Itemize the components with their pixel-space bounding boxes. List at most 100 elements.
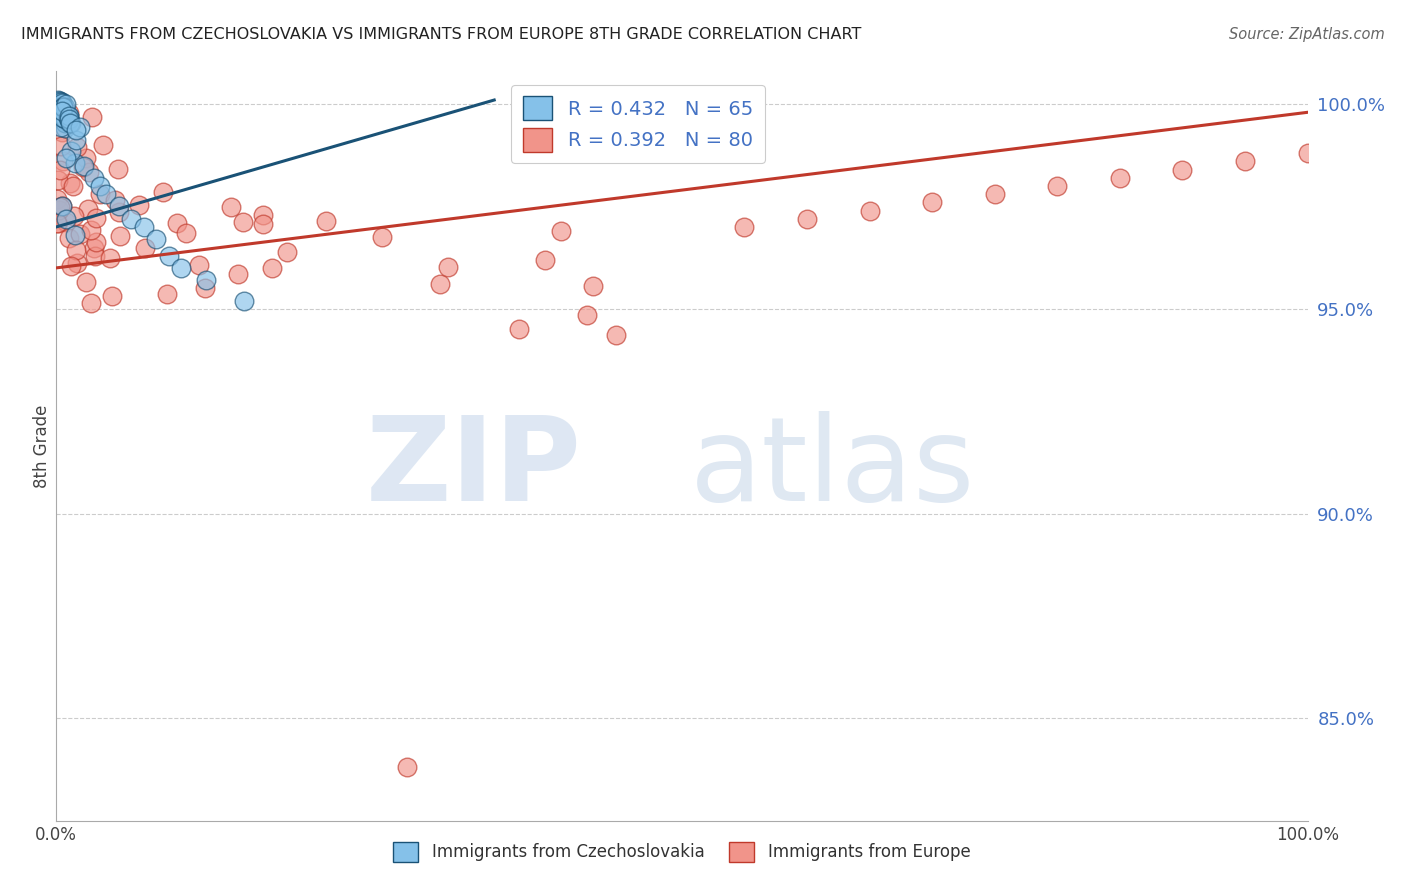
- Point: [52, 100, 75, 114]
- Point: [157, 249, 180, 263]
- Point: [51, 96, 73, 111]
- Point: [89, 187, 111, 202]
- Point: [65, 244, 87, 258]
- Point: [734, 219, 756, 234]
- Point: [48, 104, 70, 119]
- Point: [219, 200, 242, 214]
- Point: [128, 198, 150, 212]
- Point: [226, 267, 249, 281]
- Point: [49, 163, 72, 178]
- Point: [58, 109, 80, 123]
- Point: [195, 273, 218, 287]
- Point: [52, 111, 75, 125]
- Point: [49, 100, 72, 114]
- Text: Source: ZipAtlas.com: Source: ZipAtlas.com: [1229, 27, 1385, 42]
- Point: [79, 223, 101, 237]
- Point: [48, 94, 70, 108]
- Point: [51, 103, 73, 118]
- Point: [84, 249, 107, 263]
- Point: [55, 211, 77, 226]
- Point: [252, 217, 274, 231]
- Text: atlas: atlas: [689, 411, 974, 526]
- Point: [58, 109, 80, 123]
- Point: [437, 260, 460, 274]
- Point: [45, 96, 67, 111]
- Point: [59, 116, 82, 130]
- Point: [53, 121, 76, 136]
- Point: [252, 208, 274, 222]
- Point: [132, 219, 155, 234]
- Point: [89, 179, 111, 194]
- Point: [315, 214, 337, 228]
- Point: [120, 211, 142, 226]
- Point: [534, 252, 557, 267]
- Point: [48, 105, 70, 120]
- Point: [576, 308, 599, 322]
- Point: [51, 100, 73, 114]
- Point: [508, 322, 530, 336]
- Point: [51, 103, 73, 117]
- Point: [46, 173, 69, 187]
- Point: [51, 120, 73, 135]
- Point: [46, 216, 69, 230]
- Point: [107, 162, 129, 177]
- Point: [1046, 179, 1069, 194]
- Point: [66, 256, 89, 270]
- Point: [69, 120, 91, 135]
- Point: [53, 116, 76, 130]
- Point: [152, 185, 174, 199]
- Point: [46, 193, 69, 207]
- Point: [166, 216, 188, 230]
- Point: [55, 151, 77, 165]
- Point: [605, 327, 627, 342]
- Point: [58, 111, 80, 125]
- Point: [83, 241, 105, 255]
- Point: [108, 199, 131, 213]
- Point: [52, 154, 75, 169]
- Point: [60, 144, 83, 158]
- Point: [46, 102, 69, 116]
- Point: [48, 104, 70, 119]
- Point: [194, 281, 217, 295]
- Point: [232, 215, 254, 229]
- Point: [188, 258, 211, 272]
- Point: [858, 203, 880, 218]
- Point: [84, 211, 107, 225]
- Point: [49, 95, 72, 109]
- Point: [96, 187, 118, 202]
- Point: [93, 137, 115, 152]
- Point: [145, 232, 167, 246]
- Point: [72, 160, 94, 174]
- Point: [52, 100, 75, 114]
- Point: [55, 96, 77, 111]
- Point: [156, 286, 179, 301]
- Point: [984, 187, 1007, 202]
- Point: [58, 106, 80, 120]
- Point: [108, 205, 131, 219]
- Point: [49, 200, 72, 214]
- Point: [58, 231, 80, 245]
- Point: [58, 112, 80, 126]
- Point: [59, 176, 82, 190]
- Point: [1296, 146, 1319, 161]
- Point: [51, 199, 73, 213]
- Point: [80, 296, 103, 310]
- Point: [174, 226, 197, 240]
- Point: [84, 235, 107, 249]
- Point: [582, 279, 605, 293]
- Point: [550, 224, 572, 238]
- Point: [51, 96, 73, 111]
- Point: [63, 228, 86, 243]
- Point: [75, 151, 97, 165]
- Point: [77, 165, 100, 179]
- Point: [55, 215, 77, 229]
- Point: [49, 99, 72, 113]
- Point: [46, 216, 69, 230]
- Point: [170, 260, 193, 275]
- Point: [429, 277, 451, 291]
- Point: [49, 94, 72, 108]
- Legend: Immigrants from Czechoslovakia, Immigrants from Europe: Immigrants from Czechoslovakia, Immigran…: [387, 835, 977, 869]
- Point: [69, 227, 91, 241]
- Point: [82, 110, 104, 124]
- Point: [1109, 170, 1132, 185]
